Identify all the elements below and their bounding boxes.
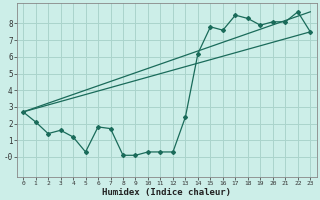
X-axis label: Humidex (Indice chaleur): Humidex (Indice chaleur)	[102, 188, 231, 197]
